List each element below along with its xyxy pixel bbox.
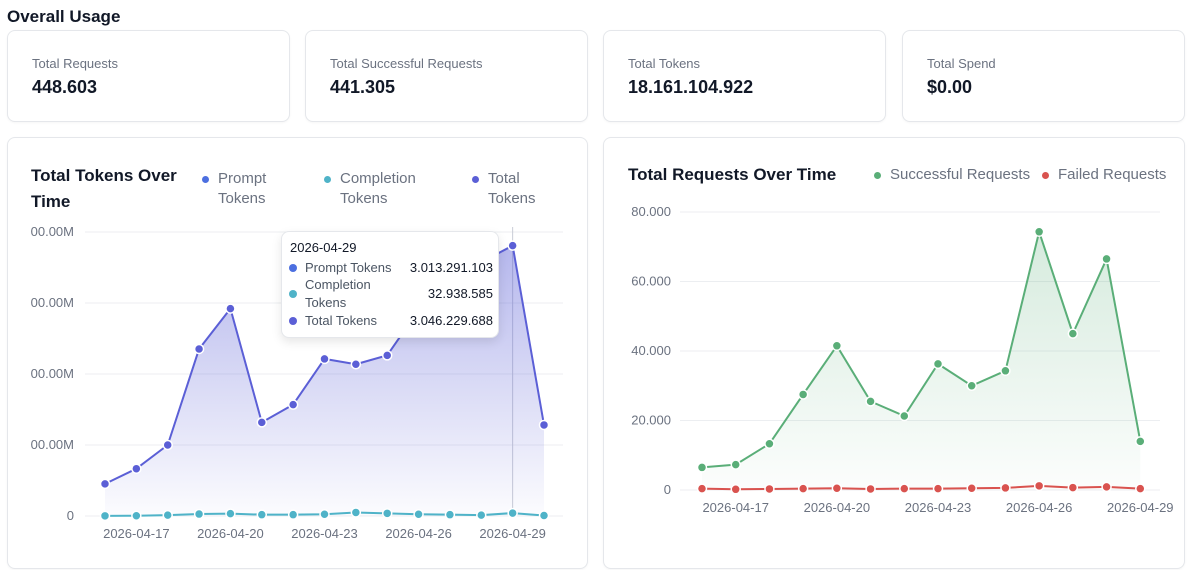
tooltip-label: Prompt Tokens [305,260,392,275]
stat-label: Total Requests [32,56,118,71]
legend-prompt-tokens[interactable]: Prompt Tokens [202,169,266,209]
legend-line2: Tokens [218,190,266,207]
tokens-chart-title-line1: Total Tokens Over [31,166,177,185]
legend-label: Completion Tokens [340,169,416,209]
completion-legend-dot-icon [324,176,331,183]
tooltip-date: 2026-04-29 [290,240,357,255]
chart-tooltip: 2026-04-29 Prompt Tokens 3.013.291.103 C… [281,231,499,338]
tooltip-value: 3.013.291.103 [409,260,493,275]
successful-legend-dot-icon [874,172,881,179]
legend-label: Total Tokens [488,169,536,209]
total-requests-card: Total Requests 448.603 [7,30,290,122]
legend-label: Failed Requests [1058,166,1167,183]
legend-line1: Total [488,170,520,187]
legend-successful-requests[interactable]: Successful Requests [874,165,1030,185]
stat-label: Total Tokens [628,56,701,71]
stat-value: 448.603 [32,77,98,97]
total-legend-dot-icon [472,176,479,183]
legend-line1: Completion [340,170,416,187]
total-tokens-card: Total Tokens 18.161.104.922 [603,30,886,122]
prompt-legend-dot-icon [202,176,209,183]
legend-line2: Tokens [340,190,388,207]
tooltip-label: Completion Tokens [305,276,371,312]
tooltip-value: 3.046.229.688 [409,313,493,328]
legend-label: Successful Requests [890,166,1031,183]
page-title: Overall Usage [7,7,121,26]
prompt-dot-icon [289,264,297,272]
legend-failed-requests[interactable]: Failed Requests [1042,165,1166,185]
completion-dot-icon [289,290,297,298]
stat-value: 441.305 [330,77,396,97]
legend-completion-tokens[interactable]: Completion Tokens [324,169,416,209]
tokens-chart-title-line2: Time [31,192,71,211]
legend-line1: Prompt [218,170,267,187]
tooltip-label-line2: Tokens [305,295,347,310]
requests-chart-title: Total Requests Over Time [628,165,837,184]
total-successful-requests-card: Total Successful Requests 441.305 [305,30,588,122]
tooltip-value: 32.938.585 [427,286,493,301]
stat-label: Total Successful Requests [330,56,483,71]
legend-line2: Tokens [488,190,536,207]
tooltip-label-line1: Completion [305,277,371,292]
failed-legend-dot-icon [1042,172,1049,179]
tooltip-label: Total Tokens [305,313,378,328]
stat-label: Total Spend [927,56,996,71]
total-dot-icon [289,317,297,325]
tokens-chart-card: Total Tokens Over Time Prompt Tokens Comp… [7,137,588,569]
requests-chart-card: Total Requests Over Time Successful Requ… [603,137,1185,569]
stat-value: 18.161.104.922 [628,77,754,97]
legend-label: Prompt Tokens [218,169,266,209]
tokens-chart-title: Total Tokens Over Time [31,163,177,215]
stat-value: $0.00 [927,77,973,97]
legend-total-tokens[interactable]: Total Tokens [472,169,536,209]
total-spend-card: Total Spend $0.00 [902,30,1185,122]
